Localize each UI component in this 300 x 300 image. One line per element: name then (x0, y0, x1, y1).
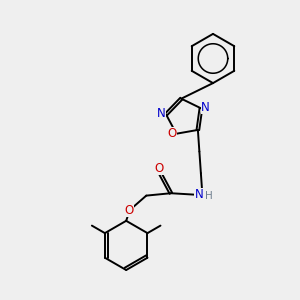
Text: N: N (201, 100, 210, 114)
Text: O: O (124, 203, 134, 217)
Text: N: N (195, 188, 204, 201)
Text: O: O (154, 162, 164, 175)
Text: N: N (157, 107, 166, 120)
Text: O: O (167, 127, 177, 140)
Text: H: H (205, 191, 213, 201)
